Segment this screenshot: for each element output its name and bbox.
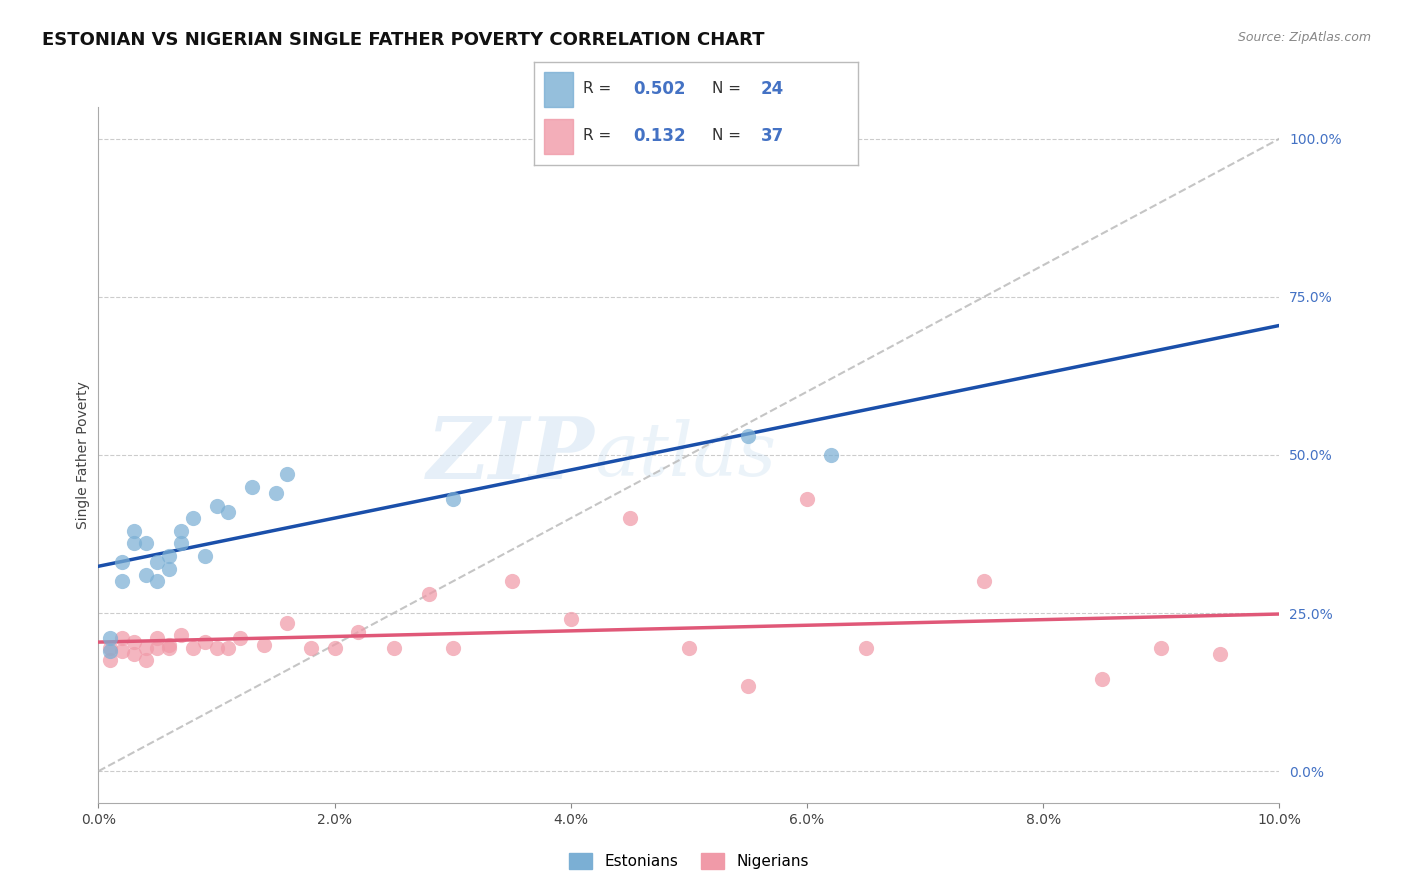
Point — [157, 562, 180, 576]
Point — [135, 653, 157, 667]
Legend: Estonians, Nigerians: Estonians, Nigerians — [562, 847, 815, 875]
Point — [441, 640, 464, 655]
Text: 24: 24 — [761, 79, 785, 97]
Point — [122, 634, 145, 648]
Point — [111, 632, 134, 646]
Point — [382, 640, 405, 655]
Text: R =: R = — [582, 81, 616, 96]
Point — [157, 638, 180, 652]
Point — [820, 448, 842, 462]
Text: 0.502: 0.502 — [633, 79, 685, 97]
Text: ZIP: ZIP — [426, 413, 595, 497]
Point — [98, 653, 121, 667]
Point — [181, 640, 204, 655]
Point — [973, 574, 995, 589]
Text: Source: ZipAtlas.com: Source: ZipAtlas.com — [1237, 31, 1371, 45]
Point — [170, 628, 193, 642]
Point — [98, 644, 121, 658]
Point — [264, 486, 287, 500]
Text: 37: 37 — [761, 127, 785, 145]
Point — [619, 511, 641, 525]
Point — [1209, 647, 1232, 661]
Point — [1150, 640, 1173, 655]
Point — [276, 467, 298, 481]
Point — [146, 640, 169, 655]
Bar — [544, 119, 574, 153]
Point — [98, 640, 121, 655]
Point — [855, 640, 877, 655]
Point — [135, 536, 157, 550]
Point — [111, 556, 134, 570]
Point — [194, 549, 217, 563]
Point — [560, 612, 582, 626]
Point — [737, 679, 759, 693]
Text: R =: R = — [582, 128, 621, 144]
Point — [157, 549, 180, 563]
Point — [323, 640, 346, 655]
Text: N =: N = — [713, 81, 747, 96]
Point — [181, 511, 204, 525]
Point — [170, 524, 193, 538]
Text: atlas: atlas — [595, 418, 776, 491]
Point — [205, 640, 228, 655]
Point — [299, 640, 322, 655]
Text: ESTONIAN VS NIGERIAN SINGLE FATHER POVERTY CORRELATION CHART: ESTONIAN VS NIGERIAN SINGLE FATHER POVER… — [42, 31, 765, 49]
Point — [253, 638, 276, 652]
Point — [111, 644, 134, 658]
Point — [205, 499, 228, 513]
Bar — [544, 71, 574, 106]
Point — [146, 632, 169, 646]
Point — [194, 634, 217, 648]
Point — [229, 632, 252, 646]
Point — [170, 536, 193, 550]
Point — [1091, 673, 1114, 687]
Text: N =: N = — [713, 128, 747, 144]
Point — [157, 640, 180, 655]
Point — [98, 632, 121, 646]
Point — [678, 640, 700, 655]
Point — [240, 479, 263, 493]
Point — [122, 536, 145, 550]
Point — [276, 615, 298, 630]
Point — [217, 640, 239, 655]
Point — [135, 640, 157, 655]
Point — [146, 574, 169, 589]
Point — [737, 429, 759, 443]
Text: 0.132: 0.132 — [633, 127, 686, 145]
Point — [418, 587, 440, 601]
Point — [146, 556, 169, 570]
Point — [122, 524, 145, 538]
Point — [441, 492, 464, 507]
Point — [111, 574, 134, 589]
Y-axis label: Single Father Poverty: Single Father Poverty — [76, 381, 90, 529]
Point — [796, 492, 818, 507]
Point — [122, 647, 145, 661]
Point — [135, 568, 157, 582]
Point — [217, 505, 239, 519]
Point — [501, 574, 523, 589]
Point — [347, 625, 370, 640]
